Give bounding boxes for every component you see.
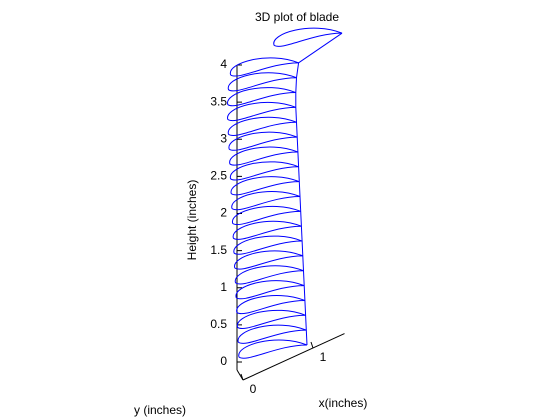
z-tick-label: 3 [220, 131, 227, 145]
z-tick-label: 0 [220, 354, 227, 368]
x-axis [242, 333, 345, 381]
stacking-line [295, 32, 343, 346]
z-axis-label: Height (inches) [185, 180, 199, 261]
z-tick-label: 1.5 [210, 243, 227, 257]
chart-title: 3D plot of blade [255, 10, 339, 24]
z-tick-label: 4 [220, 57, 227, 71]
z-tick-label: 2 [220, 206, 227, 220]
x-axis-label: x(inches) [319, 396, 368, 410]
z-tick-label: 3.5 [210, 94, 227, 108]
x-tick [310, 341, 314, 349]
z-tick-label: 2.5 [210, 169, 227, 183]
x-tick [240, 373, 244, 381]
z-tick-label: 1 [220, 280, 227, 294]
blade-section [230, 57, 299, 77]
y-axis-label: y (inches) [134, 403, 186, 417]
blade-section [273, 27, 343, 47]
z-tick-label: 0.5 [210, 317, 227, 331]
x-tick-label: 0 [250, 382, 257, 396]
x-tick-label: 1 [320, 350, 327, 364]
